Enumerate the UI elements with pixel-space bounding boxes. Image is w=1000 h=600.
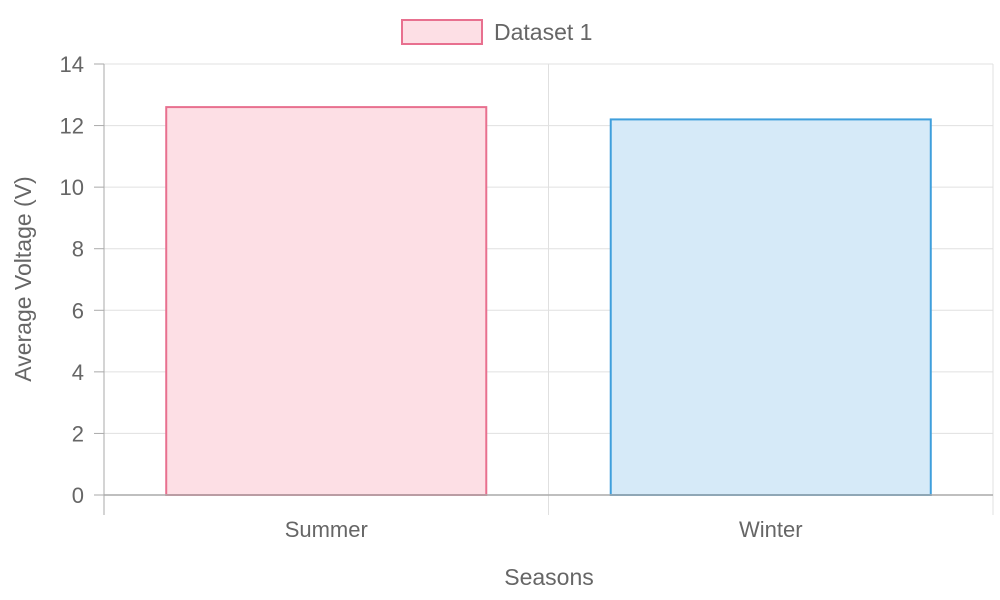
y-tick-label: 10: [60, 175, 84, 200]
y-tick-label: 2: [72, 421, 84, 446]
bars: [165, 106, 932, 497]
x-tick-labels: Summer Winter: [285, 517, 803, 542]
y-tick-labels: 0 2 4 6 8 10 12 14: [60, 52, 84, 508]
bar-summer[interactable]: [165, 106, 488, 496]
x-axis-title: Seasons: [504, 564, 594, 590]
legend[interactable]: Dataset 1: [401, 19, 592, 45]
legend-swatch[interactable]: [401, 19, 483, 45]
y-tick-label: 12: [60, 114, 84, 139]
legend-label[interactable]: Dataset 1: [494, 19, 592, 45]
bar-winter[interactable]: [609, 118, 932, 497]
y-tick-label: 4: [72, 360, 84, 385]
y-tick-label: 14: [60, 52, 84, 77]
axes: [94, 63, 993, 496]
y-tick-label: 6: [72, 298, 84, 323]
y-axis-title: Average Voltage (V): [10, 176, 36, 381]
x-tick-label: Summer: [285, 517, 368, 542]
x-tick-label: Winter: [739, 517, 803, 542]
y-tick-label: 0: [72, 483, 84, 508]
y-tick-label: 8: [72, 237, 84, 262]
